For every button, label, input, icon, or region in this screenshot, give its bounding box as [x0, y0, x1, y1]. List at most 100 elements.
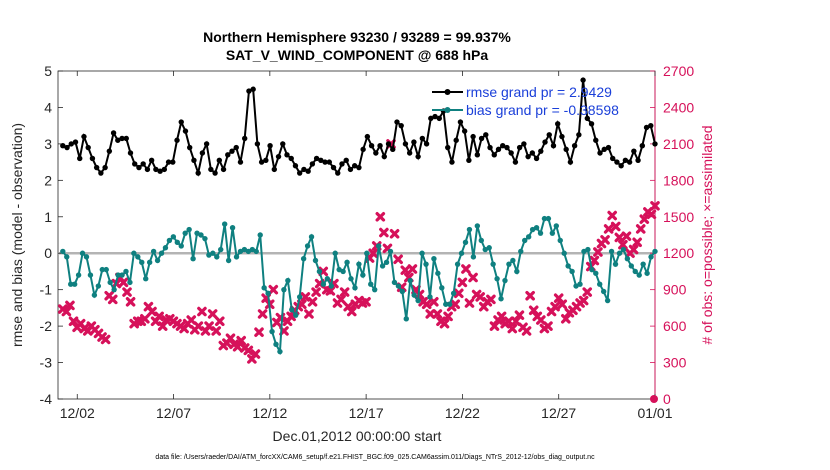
- assimilated-marker: [400, 265, 411, 276]
- bias-marker: [360, 272, 366, 278]
- bias-marker: [265, 290, 271, 297]
- rmse-marker: [148, 157, 155, 163]
- assimilated-marker: [578, 295, 589, 306]
- rmse-marker: [504, 144, 510, 151]
- assimilated-marker: [147, 306, 157, 317]
- bias-marker: [344, 259, 350, 266]
- assimilated-marker: [610, 221, 621, 232]
- bias-marker: [131, 250, 137, 256]
- rmse-marker: [542, 139, 548, 145]
- bias-marker: [221, 221, 228, 227]
- y-tick-label-left: -1: [40, 282, 53, 298]
- rmse-marker: [436, 115, 442, 122]
- bias-marker: [549, 230, 556, 236]
- x-tick-label: 12/22: [445, 405, 480, 421]
- rmse-marker: [305, 168, 311, 174]
- rmse-marker: [368, 143, 375, 149]
- rmse-marker: [225, 152, 231, 158]
- rmse-marker: [220, 166, 227, 173]
- rmse-marker: [550, 143, 557, 149]
- bias-marker: [470, 254, 477, 260]
- rmse-marker: [453, 137, 459, 143]
- rmse-marker: [508, 150, 514, 156]
- assimilated-marker: [250, 349, 261, 359]
- bias-marker: [115, 272, 121, 278]
- assimilated-marker: [311, 287, 321, 297]
- x-tick-label: 01/01: [637, 405, 672, 421]
- bias-marker: [285, 277, 291, 284]
- rmse-marker: [373, 150, 379, 156]
- assimilated-marker: [65, 300, 75, 311]
- bias-marker: [498, 296, 504, 302]
- bias-marker: [111, 286, 117, 293]
- bias-marker: [99, 266, 105, 273]
- rmse-marker: [402, 141, 409, 147]
- rmse-marker: [81, 133, 87, 140]
- assimilated-marker: [496, 311, 507, 322]
- rmse-marker: [280, 141, 286, 147]
- legend-marker-bias: [444, 107, 451, 113]
- rmse-marker: [212, 170, 218, 176]
- rmse-marker: [237, 159, 244, 165]
- bias-marker: [593, 270, 599, 276]
- bias-marker: [225, 257, 232, 264]
- assimilated-marker: [425, 309, 436, 319]
- bias-marker: [154, 257, 161, 264]
- rmse-marker: [461, 128, 468, 134]
- bias-marker: [277, 348, 283, 355]
- bias-marker: [273, 341, 279, 348]
- assimilated-marker: [550, 301, 560, 312]
- bias-marker: [624, 255, 631, 262]
- bias-marker: [281, 286, 287, 293]
- bias-marker: [597, 281, 603, 287]
- bias-marker: [174, 239, 181, 245]
- rmse-marker: [491, 152, 497, 158]
- assimilated-marker: [236, 335, 246, 346]
- y-tick-label-left: 0: [44, 245, 52, 261]
- rmse-marker: [626, 159, 633, 165]
- bias-marker: [431, 255, 437, 262]
- assimilated-marker: [553, 293, 564, 303]
- rmse-marker: [584, 115, 591, 122]
- rmse-marker: [187, 144, 193, 151]
- rmse-marker: [64, 144, 70, 151]
- y-tick-label-left: 5: [44, 63, 52, 79]
- bias-marker: [340, 268, 346, 275]
- bias-marker: [522, 237, 528, 244]
- rmse-marker: [313, 155, 320, 162]
- y-tick-label-right: 2100: [663, 136, 694, 152]
- rmse-marker: [203, 141, 210, 147]
- rmse-marker: [216, 157, 223, 163]
- rmse-marker: [110, 130, 117, 136]
- bias-marker: [233, 254, 240, 260]
- rmse-marker: [428, 115, 434, 122]
- bias-marker: [632, 268, 638, 275]
- rmse-marker: [398, 122, 404, 129]
- bias-marker: [320, 281, 327, 287]
- rmse-marker: [495, 146, 502, 153]
- assimilated-marker: [389, 228, 400, 239]
- rmse-marker: [161, 166, 168, 173]
- rmse-marker: [140, 161, 146, 167]
- rmse-marker: [246, 88, 252, 94]
- rmse-marker: [322, 159, 328, 165]
- bias-marker: [518, 248, 524, 255]
- rmse-marker: [301, 166, 307, 173]
- bias-marker: [210, 250, 216, 256]
- rmse-marker: [597, 150, 603, 156]
- bias-marker: [257, 232, 263, 238]
- assimilated-marker: [536, 315, 546, 325]
- assimilated-marker: [107, 294, 118, 305]
- assimilated-marker: [122, 287, 132, 297]
- rmse-marker: [470, 133, 476, 140]
- bias-marker: [83, 254, 90, 260]
- bias-marker: [525, 234, 532, 240]
- rmse-marker: [60, 143, 66, 149]
- rmse-marker: [529, 150, 536, 156]
- rmse-marker: [457, 119, 464, 125]
- y-tick-label-left: 3: [44, 136, 52, 152]
- assimilated-marker: [525, 290, 535, 301]
- bias-marker: [450, 290, 457, 297]
- rmse-marker: [292, 163, 299, 169]
- rmse-marker: [593, 137, 599, 143]
